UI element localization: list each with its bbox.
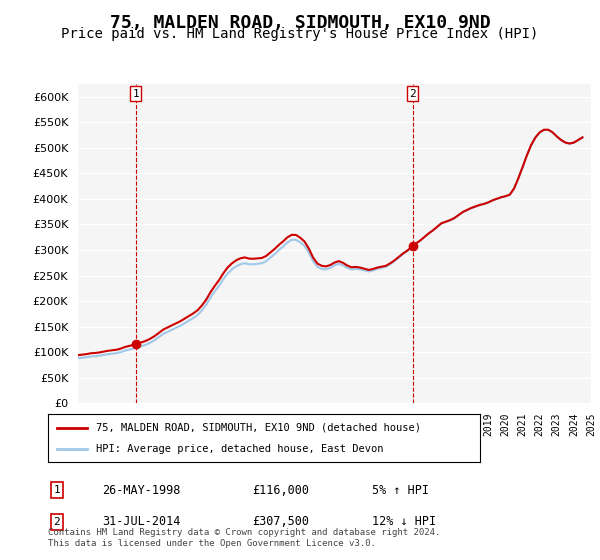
Text: 2: 2	[409, 88, 416, 99]
Text: 31-JUL-2014: 31-JUL-2014	[102, 515, 181, 529]
Text: HPI: Average price, detached house, East Devon: HPI: Average price, detached house, East…	[95, 444, 383, 454]
Text: £307,500: £307,500	[252, 515, 309, 529]
Text: 5% ↑ HPI: 5% ↑ HPI	[372, 483, 429, 497]
Text: £116,000: £116,000	[252, 483, 309, 497]
Text: 75, MALDEN ROAD, SIDMOUTH, EX10 9ND: 75, MALDEN ROAD, SIDMOUTH, EX10 9ND	[110, 14, 490, 32]
Text: 2: 2	[53, 517, 61, 527]
Text: 26-MAY-1998: 26-MAY-1998	[102, 483, 181, 497]
Text: 75, MALDEN ROAD, SIDMOUTH, EX10 9ND (detached house): 75, MALDEN ROAD, SIDMOUTH, EX10 9ND (det…	[95, 423, 421, 433]
Text: 1: 1	[53, 485, 61, 495]
Text: 12% ↓ HPI: 12% ↓ HPI	[372, 515, 436, 529]
Text: Price paid vs. HM Land Registry's House Price Index (HPI): Price paid vs. HM Land Registry's House …	[61, 27, 539, 41]
Text: Contains HM Land Registry data © Crown copyright and database right 2024.
This d: Contains HM Land Registry data © Crown c…	[48, 528, 440, 548]
Text: 1: 1	[133, 88, 139, 99]
